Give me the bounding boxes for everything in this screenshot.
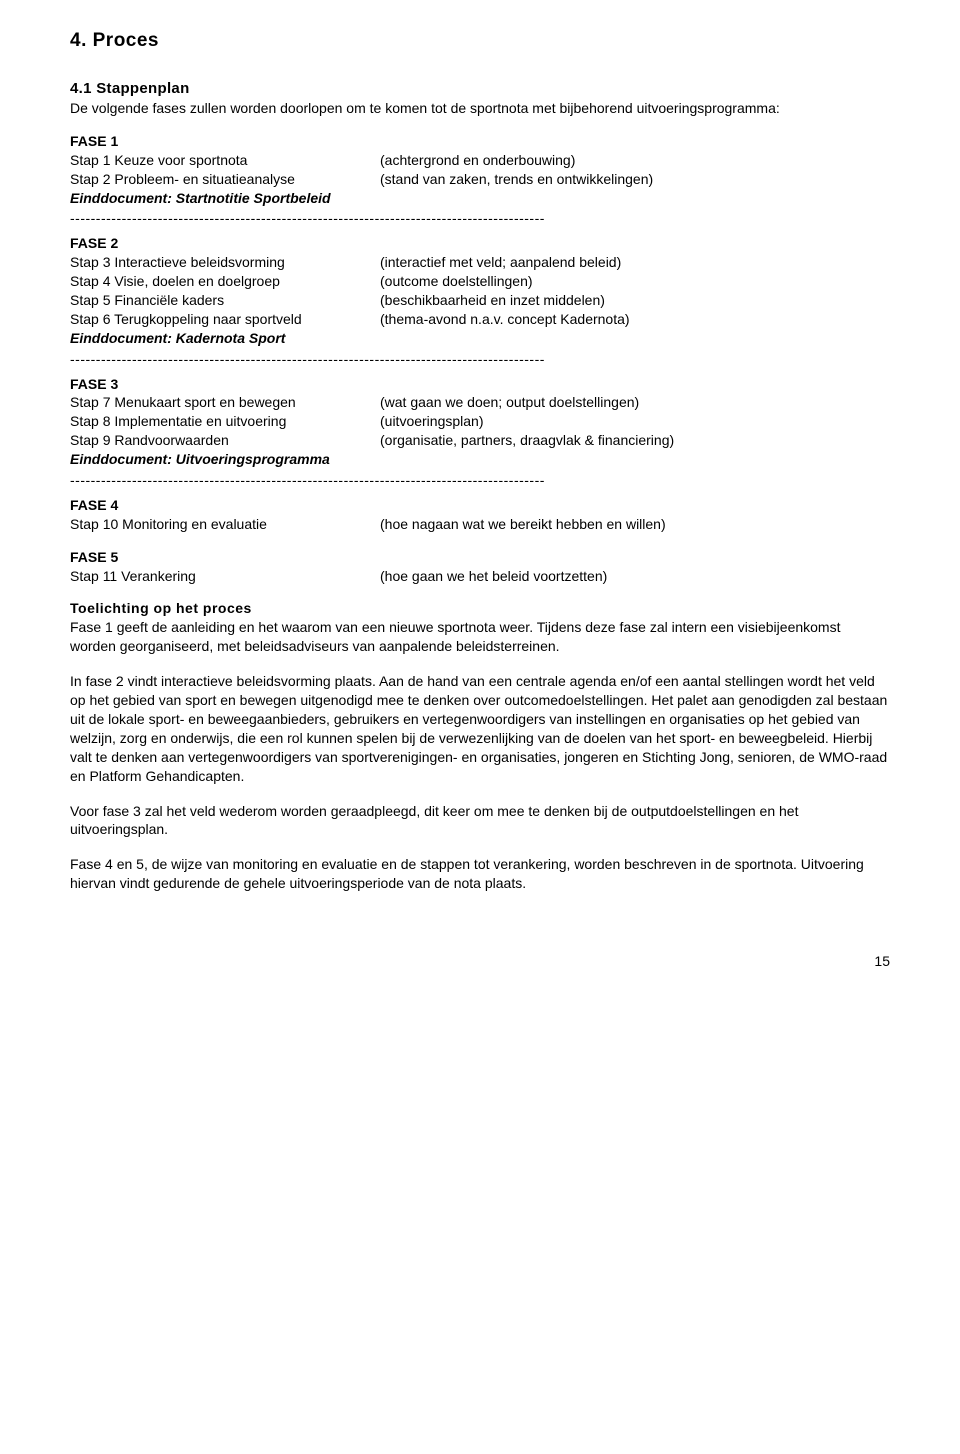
fase1-row-1: Stap 1 Keuze voor sportnota (achtergrond… — [70, 151, 890, 170]
fase2-row-3: Stap 5 Financiële kaders (beschikbaarhei… — [70, 291, 890, 310]
fase1-title: FASE 1 — [70, 132, 890, 151]
fase3-enddoc: Einddocument: Uitvoeringsprogramma — [70, 450, 890, 469]
fase3-row-3: Stap 9 Randvoorwaarden (organisatie, par… — [70, 431, 890, 450]
fase1-row-2: Stap 2 Probleem- en situatieanalyse (sta… — [70, 170, 890, 189]
fase2-row-4-left: Stap 6 Terugkoppeling naar sportveld — [70, 310, 380, 329]
fase4-row-1-left: Stap 10 Monitoring en evaluatie — [70, 515, 380, 534]
fase5-row-1-right: (hoe gaan we het beleid voortzetten) — [380, 567, 890, 586]
fase4-title: FASE 4 — [70, 496, 890, 515]
fase2-row-3-right: (beschikbaarheid en inzet middelen) — [380, 291, 890, 310]
fase1-row-1-left: Stap 1 Keuze voor sportnota — [70, 151, 380, 170]
fase2-row-2-left: Stap 4 Visie, doelen en doelgroep — [70, 272, 380, 291]
fase3-row-2-left: Stap 8 Implementatie en uitvoering — [70, 412, 380, 431]
divider-2: ----------------------------------------… — [70, 350, 890, 369]
fase3-row-2: Stap 8 Implementatie en uitvoering (uitv… — [70, 412, 890, 431]
fase2-row-4: Stap 6 Terugkoppeling naar sportveld (th… — [70, 310, 890, 329]
fase1-enddoc: Einddocument: Startnotitie Sportbeleid — [70, 189, 890, 208]
toelichting-heading: Toelichting op het proces — [70, 599, 890, 618]
page-number: 15 — [0, 933, 960, 989]
divider-1: ----------------------------------------… — [70, 209, 890, 228]
fase5-row-1-left: Stap 11 Verankering — [70, 567, 380, 586]
fase2-row-2-right: (outcome doelstellingen) — [380, 272, 890, 291]
fase5-title: FASE 5 — [70, 548, 890, 567]
fase3-row-1-left: Stap 7 Menukaart sport en bewegen — [70, 393, 380, 412]
fase1-row-1-right: (achtergrond en onderbouwing) — [380, 151, 890, 170]
fase2-title: FASE 2 — [70, 234, 890, 253]
paragraph-3: Voor fase 3 zal het veld wederom worden … — [70, 802, 890, 840]
fase2-row-2: Stap 4 Visie, doelen en doelgroep (outco… — [70, 272, 890, 291]
divider-3: ----------------------------------------… — [70, 471, 890, 490]
fase3-row-1: Stap 7 Menukaart sport en bewegen (wat g… — [70, 393, 890, 412]
heading-1: 4. Proces — [70, 30, 890, 52]
fase2-row-1: Stap 3 Interactieve beleidsvorming (inte… — [70, 253, 890, 272]
fase2-row-3-left: Stap 5 Financiële kaders — [70, 291, 380, 310]
document-page: 4. Proces 4.1 Stappenplan De volgende fa… — [0, 0, 960, 933]
intro-text: De volgende fases zullen worden doorlope… — [70, 99, 890, 118]
heading-2: 4.1 Stappenplan — [70, 80, 890, 97]
fase3-title: FASE 3 — [70, 375, 890, 394]
fase3-row-3-right: (organisatie, partners, draagvlak & fina… — [380, 431, 890, 450]
fase1-row-2-right: (stand van zaken, trends en ontwikkeling… — [380, 170, 890, 189]
fase2-enddoc: Einddocument: Kadernota Sport — [70, 329, 890, 348]
paragraph-2: In fase 2 vindt interactieve beleidsvorm… — [70, 672, 890, 785]
fase4-row-1: Stap 10 Monitoring en evaluatie (hoe nag… — [70, 515, 890, 534]
fase1-row-2-left: Stap 2 Probleem- en situatieanalyse — [70, 170, 380, 189]
paragraph-4: Fase 4 en 5, de wijze van monitoring en … — [70, 855, 890, 893]
fase2-row-1-right: (interactief met veld; aanpalend beleid) — [380, 253, 890, 272]
fase4-row-1-right: (hoe nagaan wat we bereikt hebben en wil… — [380, 515, 890, 534]
fase2-row-1-left: Stap 3 Interactieve beleidsvorming — [70, 253, 380, 272]
fase3-row-2-right: (uitvoeringsplan) — [380, 412, 890, 431]
fase2-row-4-right: (thema-avond n.a.v. concept Kadernota) — [380, 310, 890, 329]
fase5-row-1: Stap 11 Verankering (hoe gaan we het bel… — [70, 567, 890, 586]
fase3-row-3-left: Stap 9 Randvoorwaarden — [70, 431, 380, 450]
paragraph-1: Fase 1 geeft de aanleiding en het waarom… — [70, 618, 890, 656]
fase3-row-1-right: (wat gaan we doen; output doelstellingen… — [380, 393, 890, 412]
